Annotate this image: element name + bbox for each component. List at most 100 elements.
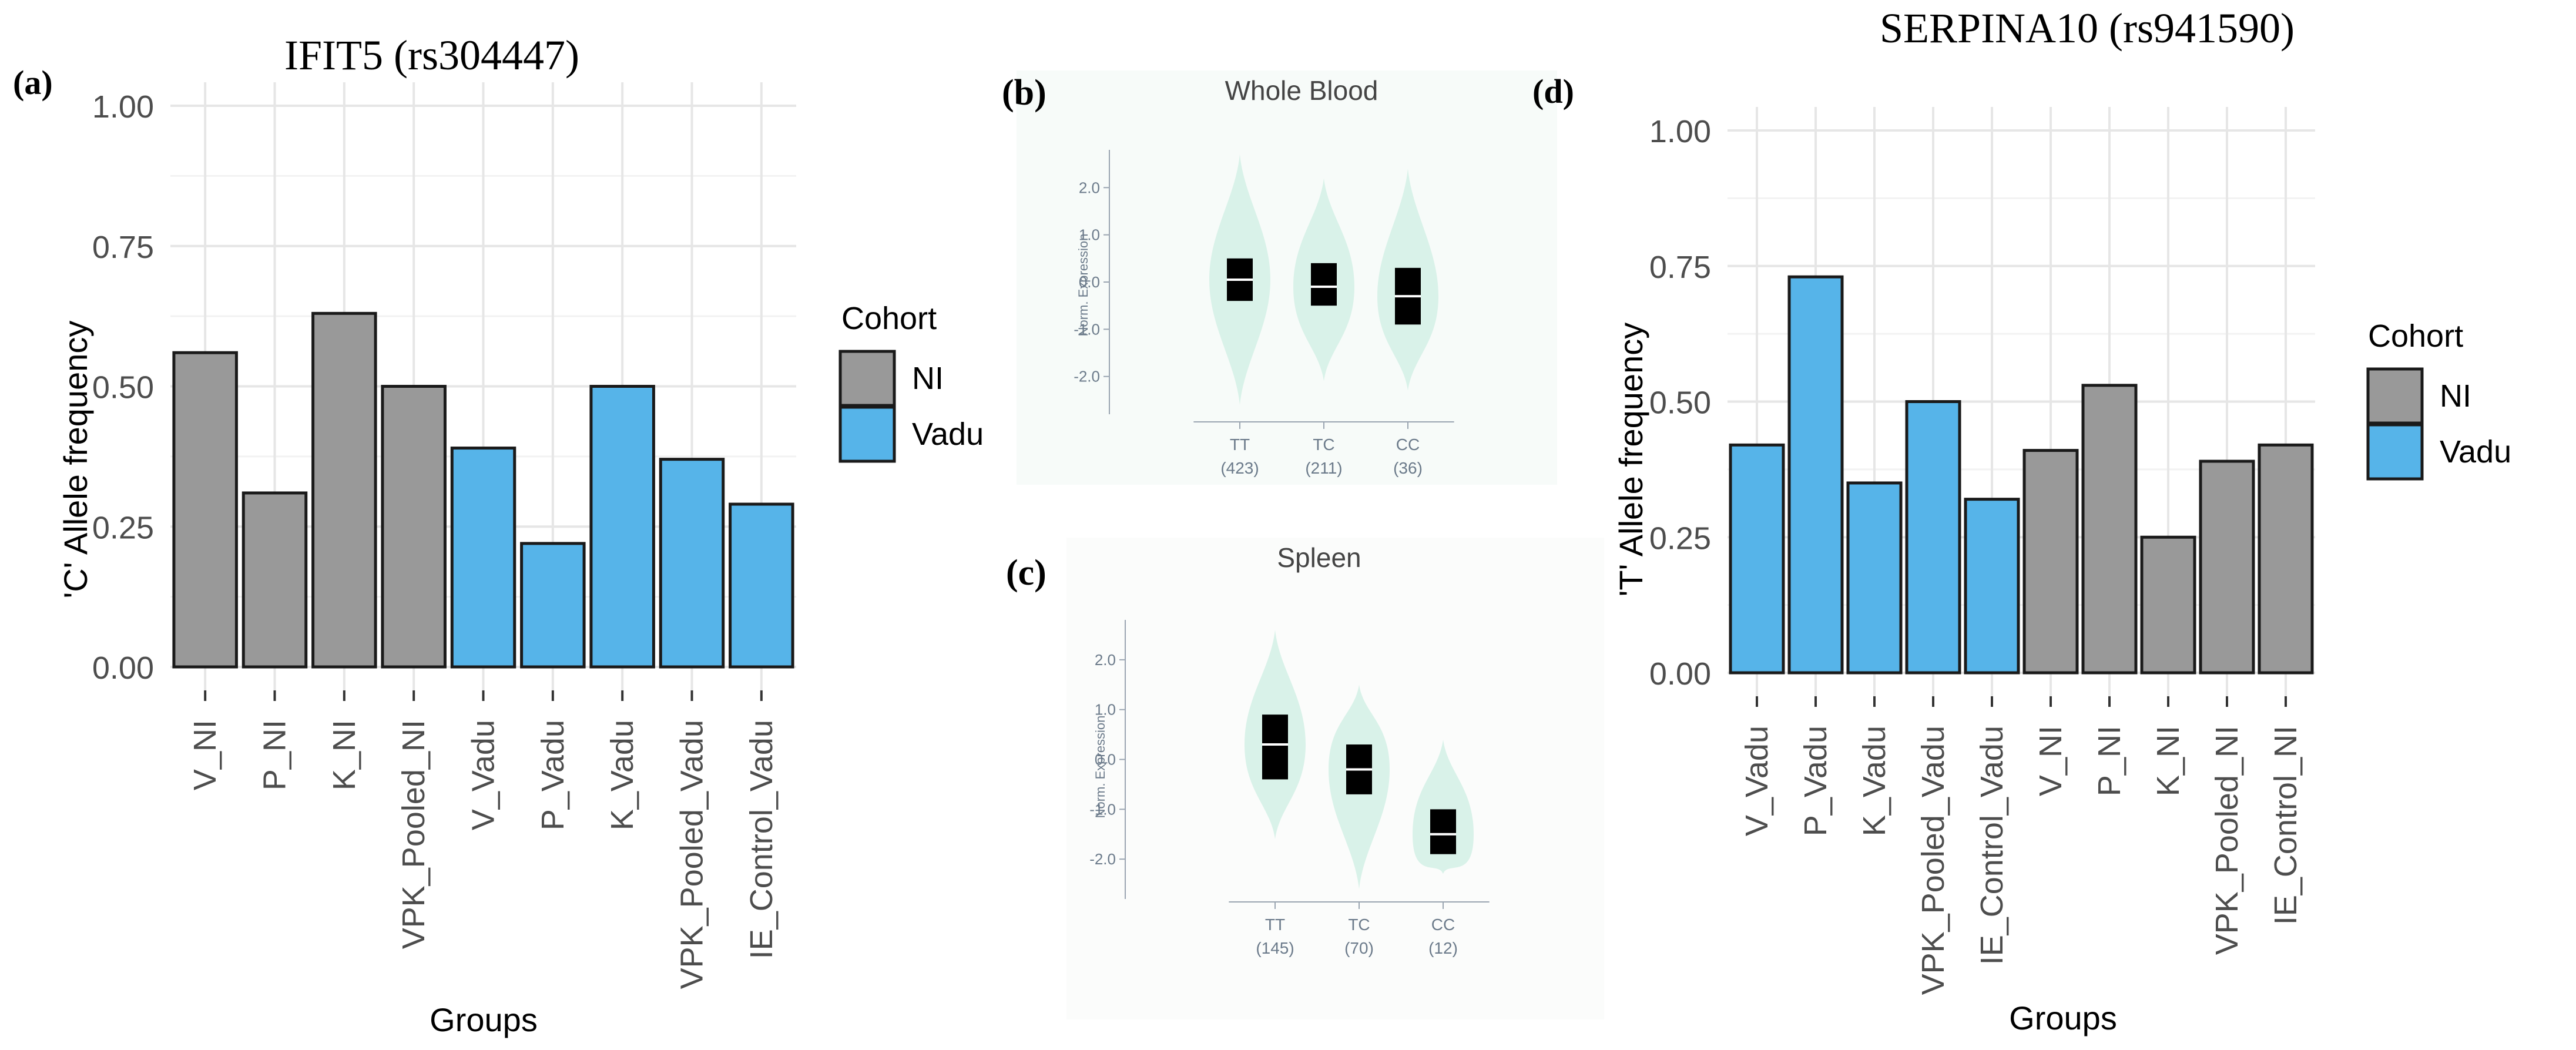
plot-area-b: 2.0 1.0 0.0 -1.0 -2.0 TT (423) TC (211) CC (36) xyxy=(1074,150,1454,477)
panel-label-a: (a) xyxy=(13,63,53,102)
legend-swatch-ni xyxy=(838,350,896,407)
bar-VPK_Pooled_Vadu xyxy=(1905,400,1961,675)
bar-IE_Control_Vadu xyxy=(1964,498,2020,675)
x-tick-label: V_Vadu xyxy=(466,720,501,830)
bar-K_Vadu xyxy=(1846,481,1903,675)
violin-cc xyxy=(1413,739,1474,874)
bar-P_NI xyxy=(2081,384,2138,675)
x-tick-label: VPK_Pooled_NI xyxy=(396,720,431,949)
y-tick-label: 1.00 xyxy=(92,89,154,125)
x-axis-label-d: Groups xyxy=(2009,999,2117,1036)
x-tick-label: TC xyxy=(1313,435,1334,454)
legend-swatch-ni xyxy=(2366,367,2424,425)
y-tick-label: 1.00 xyxy=(1649,114,1711,149)
y-tick-label: 1.0 xyxy=(1095,701,1116,719)
y-tick-label: 0.0 xyxy=(1095,751,1116,769)
chart-title-c: Spleen xyxy=(1277,542,1361,573)
y-tick-label: -2.0 xyxy=(1089,850,1116,868)
x-tick-count: (145) xyxy=(1256,939,1294,957)
iqr-box-tt xyxy=(1262,714,1288,780)
y-tick-label: 0.75 xyxy=(1649,250,1711,285)
bar-VPK_Pooled_NI xyxy=(2199,459,2255,675)
x-tick-label: IE_Control_Vadu xyxy=(744,720,779,959)
iqr-box-cc xyxy=(1430,809,1456,854)
x-tick-label: VPK_Pooled_Vadu xyxy=(675,720,710,989)
plot-area-a: 0.00 0.25 0.50 0.75 1.00 V_NI P_NI K_NI VPK_Pool… xyxy=(92,82,796,989)
x-tick-count: (36) xyxy=(1393,459,1423,477)
bar-V_Vadu xyxy=(1729,443,1785,675)
y-tick-label: 0.50 xyxy=(92,370,154,405)
legend-title-a: Cohort xyxy=(841,301,937,336)
panel-d: (d) SERPINA10 (rs941590) 'T' Allele freq… xyxy=(1532,5,2511,1036)
x-tick-label: V_NI xyxy=(187,720,223,790)
bar-VPK_Pooled_Vadu xyxy=(659,458,725,669)
bar-K_NI xyxy=(311,311,377,669)
bar-VPK_Pooled_NI xyxy=(381,385,447,669)
y-tick-label: 0.25 xyxy=(92,510,154,545)
bar-V_Vadu xyxy=(450,447,516,669)
x-tick-label: TC xyxy=(1348,915,1370,934)
x-tick-label: VPK_Pooled_NI xyxy=(2209,726,2245,955)
panel-label-d: (d) xyxy=(1532,72,1574,110)
y-axis-label-d: 'T' Allele frequency xyxy=(1612,323,1649,597)
x-tick-label: K_Vadu xyxy=(605,720,640,830)
x-axis-label-a: Groups xyxy=(430,1001,538,1038)
x-tick-label: IE_Control_NI xyxy=(2268,726,2303,925)
x-tick-label: P_Vadu xyxy=(1798,726,1833,836)
plot-area-d: 0.00 0.25 0.50 0.75 1.00 V_Vadu P_Vadu K_Vadu VP… xyxy=(1649,107,2315,995)
x-tick-label: K_Vadu xyxy=(1857,726,1892,836)
panel-b-background xyxy=(1017,71,1557,485)
x-tick-label: CC xyxy=(1396,435,1420,454)
chart-title-d: SERPINA10 (rs941590) xyxy=(1880,5,2295,52)
bar-P_Vadu xyxy=(520,542,586,669)
bar-P_Vadu xyxy=(1787,275,1844,675)
y-tick-label: -2.0 xyxy=(1074,368,1100,385)
y-axis-label-a: 'C' Allele frequency xyxy=(57,321,94,599)
x-tick-count: (211) xyxy=(1305,459,1342,477)
y-axis-label-b: Norm. Expression xyxy=(1076,234,1091,337)
x-tick-label: P_Vadu xyxy=(535,720,571,830)
chart-title-a: IFIT5 (rs304447) xyxy=(284,32,579,79)
x-tick-label: V_Vadu xyxy=(1739,726,1775,836)
bar-V_NI xyxy=(2022,449,2079,675)
panel-b: (b) Whole Blood Norm. Expression 2.0 1.0 0… xyxy=(1002,71,1557,485)
panel-label-c: (c) xyxy=(1006,553,1046,593)
y-tick-label: -1.0 xyxy=(1074,320,1100,338)
y-tick-label: 2.0 xyxy=(1095,651,1116,669)
legend-swatch-vadu xyxy=(2366,423,2424,481)
y-tick-label: 0.00 xyxy=(92,650,154,686)
x-tick-label: K_NI xyxy=(327,720,362,790)
y-tick-label: -1.0 xyxy=(1089,800,1116,818)
x-tick-count: (423) xyxy=(1220,459,1259,477)
y-tick-label: 2.0 xyxy=(1079,179,1100,196)
legend-label-vadu: Vadu xyxy=(912,417,984,452)
y-tick-label: 0.00 xyxy=(1649,656,1711,692)
bar-IE_Control_Vadu xyxy=(729,502,794,669)
x-tick-label: P_NI xyxy=(257,720,293,790)
y-tick-label: 0.25 xyxy=(1649,521,1711,556)
legend-title-d: Cohort xyxy=(2368,318,2463,354)
x-tick-label: K_NI xyxy=(2151,726,2186,796)
legend-swatch-vadu xyxy=(838,405,896,463)
x-tick-label: CC xyxy=(1431,915,1455,934)
x-tick-count: (12) xyxy=(1428,939,1458,957)
legend-d: NI Vadu xyxy=(2366,367,2511,481)
legend-label-ni: NI xyxy=(2440,378,2471,414)
x-tick-label: IE_Control_Vadu xyxy=(1974,726,2010,965)
bar-K_Vadu xyxy=(589,385,655,669)
legend-label-ni: NI xyxy=(912,361,944,396)
x-tick-label: V_NI xyxy=(2033,726,2068,796)
chart-title-b: Whole Blood xyxy=(1225,75,1378,106)
y-tick-label: 0.50 xyxy=(1649,385,1711,421)
legend-label-vadu: Vadu xyxy=(2440,434,2511,469)
legend-a: NI Vadu xyxy=(838,350,984,463)
panel-a: (a) IFIT5 (rs304447) 'C' Allele frequenc… xyxy=(13,32,984,1038)
panel-label-b: (b) xyxy=(1002,73,1046,113)
x-tick-label: TT xyxy=(1265,915,1285,934)
y-tick-label: 0.75 xyxy=(92,230,154,265)
y-tick-label: 0.0 xyxy=(1079,273,1100,291)
panel-c: (c) Spleen Norm. Expression 2.0 1.0 0.0 -1.… xyxy=(1006,538,1604,1019)
x-tick-count: (70) xyxy=(1344,939,1374,957)
bar-K_NI xyxy=(2140,535,2196,675)
